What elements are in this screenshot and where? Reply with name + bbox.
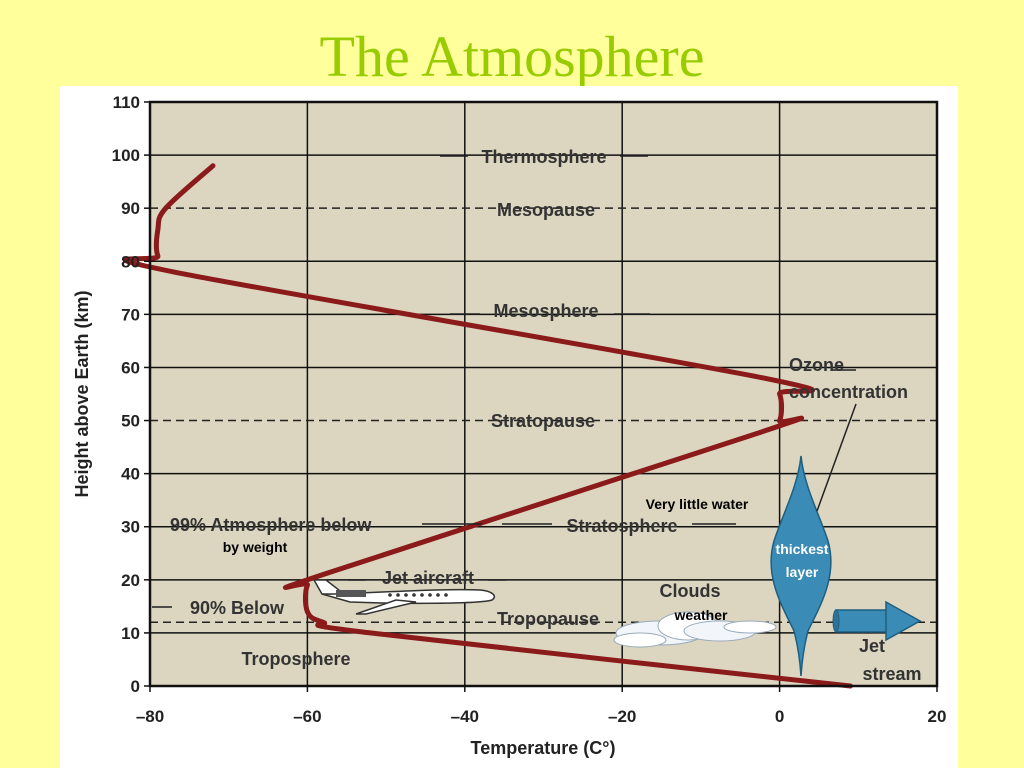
chart-panel: 0 10 20 30 40 50 60 70 80 90 100 110 –80 –60 –40 –20 0 20… xyxy=(60,86,958,768)
tick-labels: 0 10 20 30 40 50 60 70 80 90 100 110 –80 –60 –40 –20 0 20 xyxy=(112,93,947,726)
y-tick-label: 110 xyxy=(113,93,140,112)
label-stratosphere: Stratosphere xyxy=(566,516,677,536)
x-tick-label: –40 xyxy=(451,707,479,726)
label-ozone: Ozone xyxy=(789,355,844,375)
ozone-concentration-shape xyxy=(770,455,832,677)
y-tick-label: 10 xyxy=(121,624,140,643)
y-tick-label: 100 xyxy=(112,146,140,165)
y-tick-label: 50 xyxy=(121,412,140,431)
label-by-weight: by weight xyxy=(223,539,288,555)
annotations: Thermosphere Mesopause Mesosphere Ozone … xyxy=(152,147,922,684)
x-tick-label: 0 xyxy=(775,707,784,726)
grid xyxy=(150,102,937,686)
y-tick-label: 90 xyxy=(121,199,140,218)
y-tick-label: 40 xyxy=(121,465,140,484)
label-layer: layer xyxy=(786,564,819,580)
label-thickest: thickest xyxy=(776,541,829,557)
y-tick-label: 0 xyxy=(131,677,140,696)
y-tick-label: 70 xyxy=(121,305,140,324)
jet-stream-arrow xyxy=(832,600,922,642)
cloud-illustration xyxy=(613,611,777,648)
label-stream: stream xyxy=(862,664,921,684)
jet-aircraft-illustration xyxy=(312,579,496,615)
ozone-pointer-line xyxy=(816,403,857,512)
x-tick-label: –80 xyxy=(136,707,164,726)
y-tick-label: 80 xyxy=(121,252,140,271)
plot-border xyxy=(148,100,939,688)
y-tick-label: 30 xyxy=(121,518,140,537)
label-90-below: 90% Below xyxy=(190,598,285,618)
label-mesosphere: Mesosphere xyxy=(493,301,598,321)
label-very-little-water: Very little water xyxy=(646,496,749,512)
label-troposphere: Troposphere xyxy=(241,649,350,669)
label-tropopause: Tropopause xyxy=(497,609,599,629)
x-tick-label: –20 xyxy=(608,707,636,726)
label-thermosphere: Thermosphere xyxy=(481,147,606,167)
x-tick-label: –60 xyxy=(293,707,321,726)
x-axis-title: Temperature (C°) xyxy=(471,738,616,758)
label-mesopause: Mesopause xyxy=(497,200,595,220)
y-tick-label: 60 xyxy=(121,358,140,377)
label-weather: weather xyxy=(674,607,728,623)
label-stratopause: Stratopause xyxy=(491,411,595,431)
label-clouds: Clouds xyxy=(660,581,721,601)
atmosphere-chart: 0 10 20 30 40 50 60 70 80 90 100 110 –80 –60 –40 –20 0 20… xyxy=(72,93,947,758)
label-99-atmosphere-below: 99% Atmosphere below xyxy=(170,515,372,535)
y-tick-label: 20 xyxy=(121,571,140,590)
label-jet: Jet xyxy=(859,636,885,656)
label-ozone-concentration: concentration xyxy=(789,382,908,402)
temperature-curve xyxy=(122,163,853,689)
label-jet-aircraft: Jet aircraft xyxy=(382,568,474,588)
slide-title: The Atmosphere xyxy=(319,24,705,89)
y-axis-title: Height above Earth (km) xyxy=(72,290,92,497)
x-tick-label: 20 xyxy=(928,707,947,726)
